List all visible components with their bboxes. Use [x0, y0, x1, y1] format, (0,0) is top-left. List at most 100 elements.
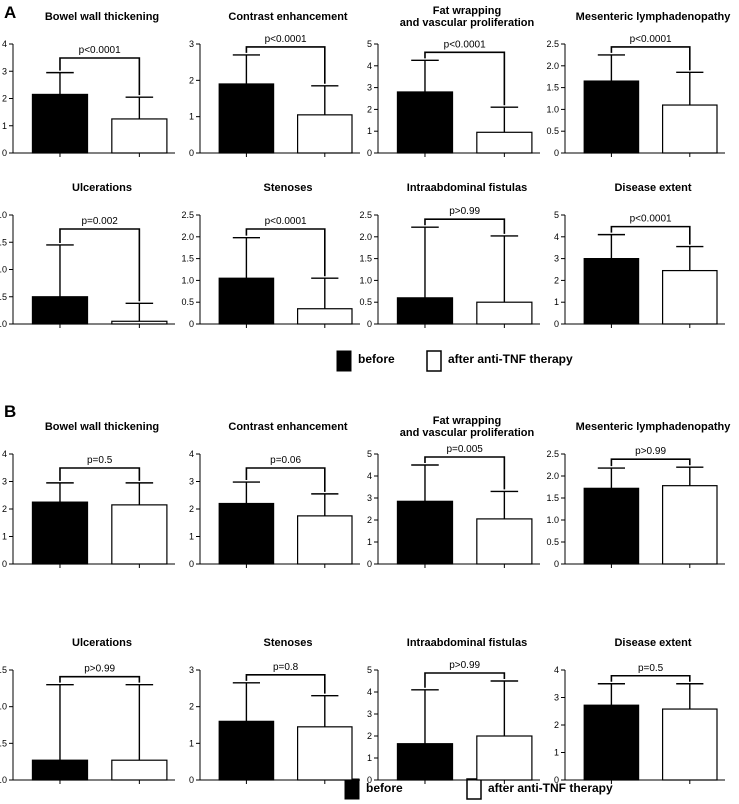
chart-b-6-ytick-label: 1 — [189, 738, 194, 748]
chart-b-6-ytick-label: 2 — [189, 702, 194, 712]
chart-a-8-ytick-label: 4 — [554, 232, 559, 242]
chart-b-2-ytick-label: 3 — [189, 477, 194, 487]
panel-letter-a: A — [4, 3, 16, 22]
chart-a-1-ytick-label: 2 — [2, 94, 7, 104]
chart-a-7-ytick-label: 0 — [367, 319, 372, 329]
chart-b-7-ytick-label: 2 — [367, 731, 372, 741]
chart-a-6-ytick-label: 1.5 — [181, 254, 194, 264]
legend-before-label-a: before — [358, 352, 395, 366]
legend-after-swatch-b — [466, 778, 482, 800]
chart-b-8-bar-after — [661, 708, 718, 781]
chart-a-3-ytick-label: 2 — [367, 104, 372, 114]
chart-a-6-significance-bracket — [245, 228, 326, 277]
chart-b-1-ytick-label: 4 — [2, 449, 7, 459]
chart-b-7-ytick-label: 3 — [367, 709, 372, 719]
chart-b-2: Contrast enhancement 0 1 2 3 4 p=0.06 — [189, 421, 360, 569]
chart-b-7-title: Intraabdominal fistulas — [407, 637, 527, 649]
chart-a-1: Bowel wall thickening 0 1 2 3 4 p<0.0001 — [2, 11, 175, 158]
chart-b-2-significance-bracket — [245, 467, 326, 492]
chart-b-1-significance-bracket — [59, 467, 141, 481]
chart-b-8-bar-before — [583, 704, 640, 781]
chart-a-2-bar-after — [297, 114, 353, 154]
chart-b-6-bar-before — [218, 720, 275, 781]
chart-b-8: Disease extent 0 1 2 3 4 p=0.5 — [554, 637, 725, 785]
chart-b-2-bar-after — [297, 515, 353, 565]
chart-b-8-p-value: p=0.5 — [638, 663, 664, 674]
chart-b-4-ytick-label: 0 — [554, 559, 559, 569]
chart-b-1-ytick-label: 1 — [2, 532, 7, 542]
chart-a-3-p-value: p<0.0001 — [444, 39, 486, 50]
chart-b-6-title: Stenoses — [264, 637, 313, 649]
chart-b-7-ytick-label: 5 — [367, 665, 372, 675]
chart-a-4: Mesenteric lymphadenopathy 0 0.5 1.0 1.5 2.0 2… — [546, 11, 731, 158]
chart-b-6-ytick-label: 3 — [189, 665, 194, 675]
chart-a-5-ytick-label: 1.0 — [0, 265, 7, 275]
chart-b-4-bar-after — [661, 485, 718, 565]
chart-b-2-p-value: p=0.06 — [270, 455, 301, 466]
chart-a-2-ytick-label: 0 — [189, 148, 194, 158]
chart-a-5-ytick-label: 0.0 — [0, 319, 7, 329]
chart-a-3-bar-before — [396, 91, 454, 154]
chart-b-3-ytick-label: 4 — [367, 471, 372, 481]
chart-b-6-p-value: p=0.8 — [273, 662, 299, 673]
chart-a-4-p-value: p<0.0001 — [630, 34, 672, 45]
legend-before-swatch-b — [344, 778, 360, 800]
chart-b-1-ytick-label: 2 — [2, 504, 7, 514]
chart-a-8-bar-before — [583, 258, 640, 325]
chart-b-3-ytick-label: 3 — [367, 493, 372, 503]
chart-a-4-ytick-label: 1.0 — [546, 104, 559, 114]
chart-a-5-bar-after — [111, 320, 168, 325]
chart-a-5-p-value: p=0.002 — [81, 216, 118, 227]
chart-a-6: Stenoses 0 0.5 1.0 1.5 2.0 2.5 p<0.0001 — [181, 182, 360, 329]
chart-a-8-ytick-label: 0 — [554, 319, 559, 329]
chart-b-8-ytick-label: 3 — [554, 693, 559, 703]
chart-a-2-ytick-label: 1 — [189, 112, 194, 122]
chart-a-6-ytick-label: 0.5 — [181, 297, 194, 307]
chart-b-5: Ulcerations 0.0 0.5 1.0 1.5 p>0.99 — [0, 637, 175, 785]
chart-b-2-title: Contrast enhancement — [228, 421, 348, 433]
chart-b-5-ytick-label: 1.5 — [0, 665, 7, 675]
chart-b-3-p-value: p=0.005 — [446, 444, 483, 455]
chart-a-6-bar-after — [297, 308, 353, 325]
chart-a-5-ytick-label: 2.0 — [0, 210, 7, 220]
chart-a-4-ytick-label: 0 — [554, 148, 559, 158]
chart-a-4-ytick-label: 2.5 — [546, 39, 559, 49]
chart-a-8-ytick-label: 1 — [554, 297, 559, 307]
legend-after-label-a: after anti-TNF therapy — [448, 352, 573, 366]
chart-b-5-significance-bracket — [59, 675, 141, 683]
chart-a-7-significance-bracket — [424, 218, 506, 234]
chart-b-7-p-value: p>0.99 — [449, 660, 480, 671]
panel-letter-b: B — [4, 402, 16, 421]
chart-a-7-bar-before — [396, 297, 454, 325]
chart-a-4-bar-before — [583, 80, 640, 154]
chart-b-8-title: Disease extent — [614, 637, 691, 649]
chart-a-2-bar-before — [218, 83, 275, 154]
chart-a-6-ytick-label: 2.0 — [181, 232, 194, 242]
chart-a-8-title: Disease extent — [614, 182, 691, 194]
chart-a-8-ytick-label: 5 — [554, 210, 559, 220]
chart-a-7-bar-after — [476, 301, 533, 325]
chart-a-3-significance-bracket — [424, 51, 506, 106]
chart-b-1-bar-before — [31, 501, 89, 565]
chart-a-4-ytick-label: 2.0 — [546, 61, 559, 71]
chart-a-8-significance-bracket — [610, 225, 691, 245]
chart-a-4-title: Mesenteric lymphadenopathy — [576, 11, 732, 23]
chart-b-8-significance-bracket — [610, 674, 691, 682]
chart-a-2-ytick-label: 3 — [189, 39, 194, 49]
chart-b-5-bar-before — [31, 759, 89, 781]
chart-b-8-ytick-label: 4 — [554, 665, 559, 675]
chart-b-5-title: Ulcerations — [72, 637, 132, 649]
chart-b-3: Fat wrapping and vascular proliferation 0 1… — [367, 415, 540, 569]
chart-b-8-ytick-label: 2 — [554, 720, 559, 730]
chart-b-4-ytick-label: 1.0 — [546, 515, 559, 525]
chart-a-3-ytick-label: 3 — [367, 83, 372, 93]
chart-b-2-ytick-label: 2 — [189, 504, 194, 514]
chart-a-3: Fat wrapping and vascular proliferation 0 1… — [367, 5, 540, 158]
chart-a-5-significance-bracket — [59, 228, 141, 302]
chart-a-8-ytick-label: 2 — [554, 275, 559, 285]
chart-a-3-ytick-label: 5 — [367, 39, 372, 49]
chart-a-1-title: Bowel wall thickening — [45, 11, 159, 23]
chart-b-1-ytick-label: 3 — [2, 477, 7, 487]
chart-a-7-ytick-label: 0.5 — [359, 297, 372, 307]
